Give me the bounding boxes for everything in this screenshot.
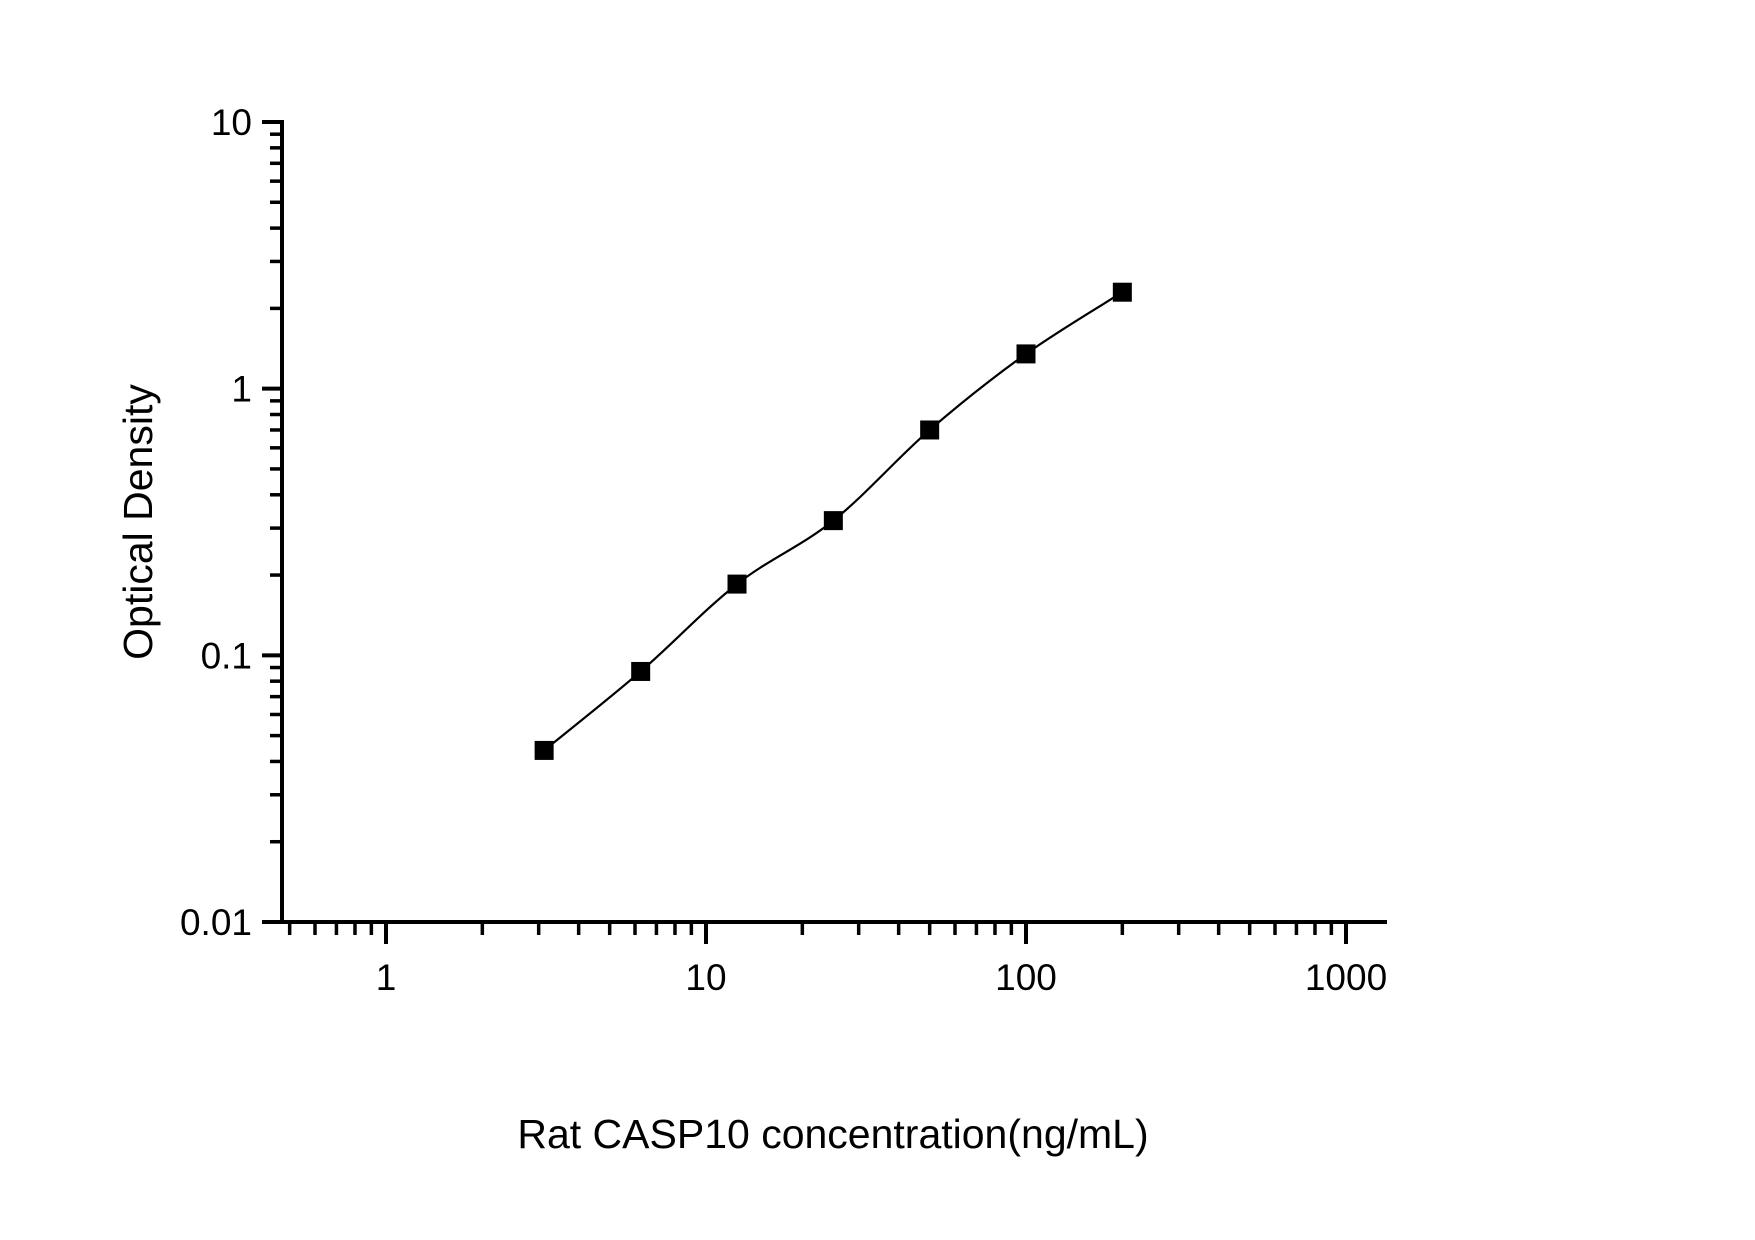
y-axis-tick-label: 0.01	[180, 902, 252, 943]
y-axis-tick-label: 1	[231, 369, 252, 410]
y-axis-tick-labels: 10 1 0.1 0.01	[180, 102, 252, 943]
x-axis-tick-label: 10	[685, 957, 726, 998]
data-point-marker	[1112, 282, 1132, 302]
y-axis-tick-label: 0.1	[201, 635, 252, 676]
y-axis-title: Optical Density	[115, 384, 161, 660]
data-point-marker	[823, 511, 843, 531]
x-axis-tick-label: 1	[376, 957, 397, 998]
data-point-marker	[727, 574, 747, 594]
x-axis-ticks	[287, 922, 1348, 944]
x-axis-tick-label: 100	[995, 957, 1057, 998]
data-point-marker	[631, 661, 651, 681]
x-axis-title: Rat CASP10 concentration(ng/mL)	[517, 1111, 1148, 1157]
y-axis-ticks	[262, 120, 282, 924]
x-axis-tick-label: 1000	[1305, 957, 1387, 998]
data-markers	[534, 282, 1132, 760]
x-axis-tick-labels: 1 10 100 1000	[376, 957, 1387, 998]
data-point-marker	[1016, 344, 1036, 364]
data-point-marker	[920, 420, 940, 440]
y-axis-tick-label: 10	[211, 102, 252, 143]
data-point-marker	[534, 740, 554, 760]
